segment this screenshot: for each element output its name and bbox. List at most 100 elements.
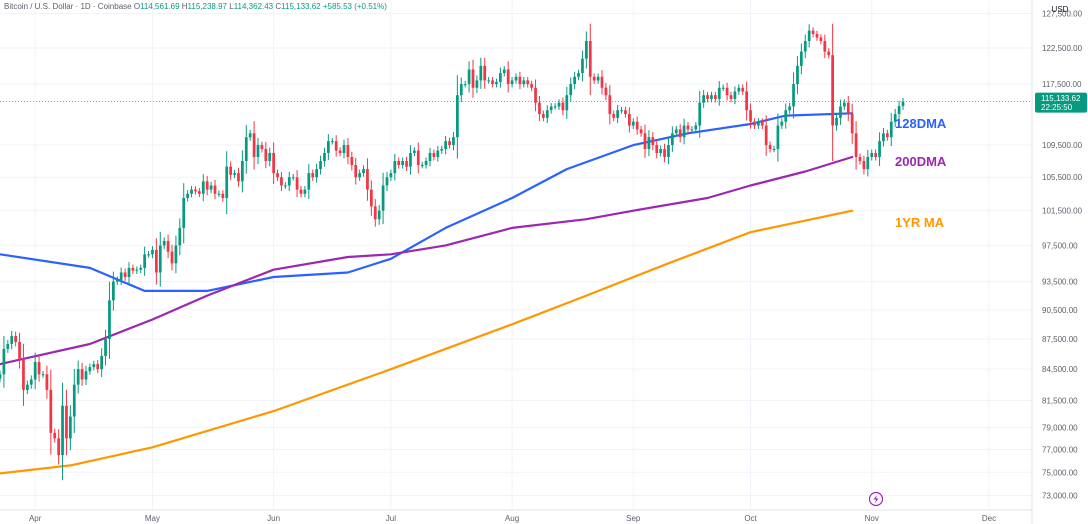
candle [37, 354, 41, 382]
candle [205, 175, 209, 196]
candle [612, 110, 616, 122]
candle [401, 157, 405, 169]
candle [143, 246, 147, 276]
candle [534, 79, 537, 112]
price-tick-label: 81,500.00 [1042, 396, 1078, 405]
time-axis[interactable]: Apr May Jun Jul Aug Sep Oct Nov Dec [29, 514, 996, 523]
candle [584, 31, 588, 69]
candle [792, 72, 795, 119]
candle [717, 81, 721, 106]
candle [764, 115, 768, 156]
candle [385, 171, 389, 191]
candle [557, 99, 561, 110]
candle [186, 190, 190, 202]
candle [487, 77, 491, 84]
candle [190, 186, 193, 198]
candle [663, 143, 666, 163]
candle [76, 360, 80, 394]
candle [498, 67, 502, 88]
candle [733, 86, 737, 105]
price-tick-label: 105,500.00 [1042, 173, 1083, 182]
candle [682, 118, 686, 145]
candle [835, 112, 838, 131]
candle [573, 71, 577, 90]
candle [897, 100, 901, 120]
candle [479, 57, 483, 89]
candle [522, 77, 526, 88]
ma-label-ma200: 200DMA [895, 154, 947, 169]
candle [233, 169, 236, 179]
candle [452, 131, 455, 151]
candle [338, 147, 342, 157]
price-tick-label: 90,500.00 [1042, 306, 1078, 315]
candle [819, 34, 823, 45]
open-value: 114,561.69 [140, 2, 180, 11]
price-axis[interactable]: 73,000.00 75,000.00 77,000.00 79,000.00 81,5… [1042, 9, 1083, 500]
candle [541, 110, 545, 122]
candle [127, 262, 131, 283]
candle [850, 103, 854, 144]
candle [291, 173, 295, 181]
candle [530, 80, 534, 92]
candle [518, 71, 522, 90]
candle [600, 70, 604, 95]
candle [526, 77, 530, 88]
candle [307, 164, 311, 199]
candle [901, 97, 905, 110]
candle [702, 90, 706, 108]
close-label: C [275, 2, 282, 11]
candle [260, 141, 264, 153]
currency-button[interactable]: USD [1051, 4, 1069, 14]
candle [108, 281, 111, 359]
price-tick-label: 75,000.00 [1042, 468, 1078, 477]
candle [420, 161, 424, 169]
time-tick-label: Aug [505, 514, 519, 523]
candle [72, 369, 76, 434]
candle [436, 146, 440, 162]
candle [240, 150, 244, 193]
candle [326, 134, 330, 161]
candle [354, 157, 358, 185]
candle [655, 139, 659, 159]
candle [796, 56, 799, 95]
candle [639, 125, 643, 137]
candle [448, 137, 451, 149]
high-label: H [181, 2, 188, 11]
candle [53, 428, 57, 443]
candle [799, 43, 803, 75]
candle [784, 103, 788, 129]
candle [49, 369, 53, 455]
candle [729, 91, 733, 103]
lightning-icon[interactable] [868, 491, 884, 507]
candle [22, 343, 25, 406]
candle [405, 156, 408, 171]
candle [229, 161, 233, 181]
candle [788, 103, 792, 114]
candle [745, 81, 749, 121]
last-price-box [1035, 92, 1087, 113]
candle [315, 163, 319, 183]
symbol-legend: Bitcoin / U.S. Dollar · 1D · Coinbase O1… [4, 2, 387, 11]
candle [807, 24, 811, 48]
candle [620, 106, 623, 114]
candle [721, 84, 725, 92]
candle [174, 235, 178, 274]
candle [303, 186, 307, 198]
bar-countdown: 22:25:50 [1041, 103, 1073, 112]
candle [350, 151, 354, 171]
time-tick-label: Dec [982, 514, 996, 523]
candle [96, 360, 100, 374]
change-value: +585.53 (+0.51%) [322, 2, 387, 11]
candle [14, 331, 18, 347]
low-value: 114,362.43 [233, 2, 274, 11]
candlestick-series [0, 23, 905, 481]
candle [631, 118, 635, 130]
candle [741, 84, 745, 95]
candle [780, 118, 784, 130]
candle [280, 171, 283, 191]
candle [616, 105, 620, 124]
candle [213, 180, 217, 200]
symbol-title: Bitcoin / U.S. Dollar · 1D · Coinbase [4, 2, 132, 11]
candle [92, 360, 96, 371]
